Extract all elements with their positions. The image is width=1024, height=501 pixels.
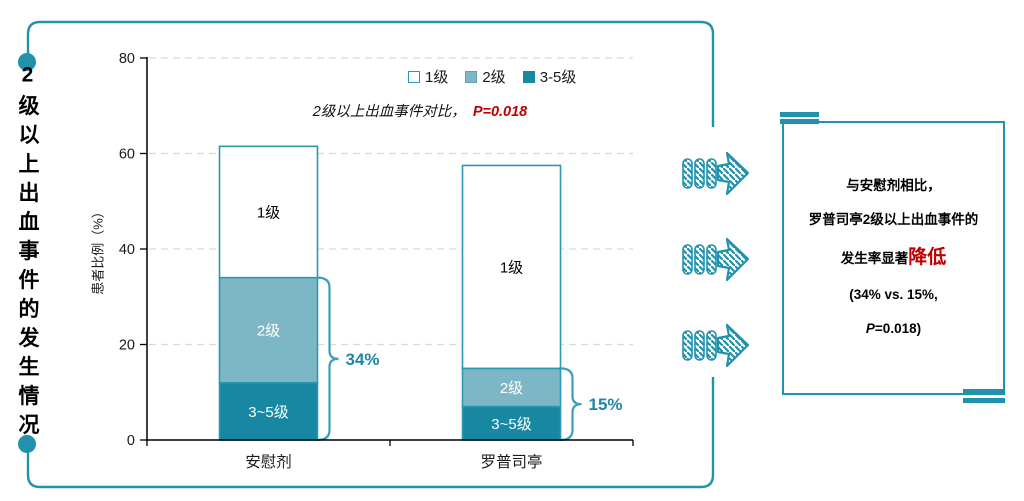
arrows-group: [682, 151, 750, 368]
conclusion-p-rest: =0.018): [874, 320, 922, 336]
legend-label: 3-5级: [539, 69, 577, 86]
conclusion-text: 发生率显著: [840, 251, 909, 267]
conclusion-line: P=0.018): [866, 321, 921, 338]
striped-arrow-icon: [682, 237, 750, 282]
conclusion-line: 罗普司亭2级以上出血事件的: [808, 212, 979, 228]
x-category-label: 罗普司亭: [480, 453, 542, 471]
y-tick-label: 20: [119, 338, 135, 354]
legend-label: 1级: [425, 69, 449, 86]
annotation-p-value: P=0.018: [472, 104, 528, 120]
conclusion-line: (34% vs. 15%,: [849, 286, 938, 302]
conclusion-line: 与安慰剂相比，: [846, 178, 941, 194]
bar-segment-1级: [461, 164, 562, 370]
bar-segment-3~5级: [218, 381, 319, 441]
bracket-percent-label: 15%: [589, 395, 623, 414]
legend-swatch-icon: [522, 70, 535, 83]
bar-segment-label: 3~5级: [491, 416, 531, 433]
bar-segment-label: 2级: [257, 323, 280, 340]
legend-item: 2级: [465, 66, 506, 87]
brace: [317, 276, 339, 442]
accent-bar: [963, 398, 1005, 403]
bar-segment-label: 3~5级: [248, 404, 288, 421]
accent-bar: [780, 112, 819, 117]
legend-swatch-icon: [408, 70, 420, 83]
conclusion-line: 发生率显著降低: [841, 246, 947, 270]
accent-bar: [963, 389, 1005, 394]
striped-arrow-icon: [682, 323, 750, 368]
frame-dot-top: [18, 53, 36, 71]
legend-item: 1级: [408, 66, 448, 87]
legend-item: 3-5级: [522, 66, 577, 87]
annotation-text: 2级以上出血事件对比，: [312, 104, 466, 120]
legend-swatch-icon: [465, 70, 478, 83]
bar-segment-label: 2级: [500, 380, 523, 397]
y-tick-label: 0: [127, 433, 135, 449]
conclusion-p-italic: P: [865, 320, 875, 336]
y-tick-label: 60: [119, 147, 135, 163]
brace: [560, 367, 582, 442]
frame-bottom-right-segment: [26, 377, 715, 489]
y-tick-label: 80: [119, 51, 135, 67]
section-title-vertical: 2级以上出血事件的发生情况: [16, 63, 39, 443]
striped-arrow-icon: [682, 151, 750, 196]
x-category-label: 安慰剂: [245, 452, 292, 471]
frame-dot-bottom: [18, 435, 36, 453]
conclusion-box: 与安慰剂相比， 罗普司亭2级以上出血事件的 发生率显著降低 (34% vs. 1…: [782, 121, 1005, 395]
legend-label: 2级: [482, 69, 506, 86]
chart-legend: 1级 2级 3-5级: [408, 66, 576, 87]
bar-segment-2级: [218, 276, 319, 384]
bar-segment-label: 1级: [257, 204, 280, 221]
chart-annotation: 2级以上出血事件对比， P=0.018: [160, 100, 680, 121]
bracket-percent-label: 34%: [346, 350, 380, 369]
bar-segment-2级: [461, 367, 562, 408]
conclusion-highlight: 降低: [908, 247, 947, 269]
frame-top-left-segment: [26, 20, 715, 127]
bar-segment-1级: [218, 145, 319, 279]
bar-segment-label: 1级: [500, 259, 523, 276]
y-tick-label: 40: [119, 242, 135, 258]
